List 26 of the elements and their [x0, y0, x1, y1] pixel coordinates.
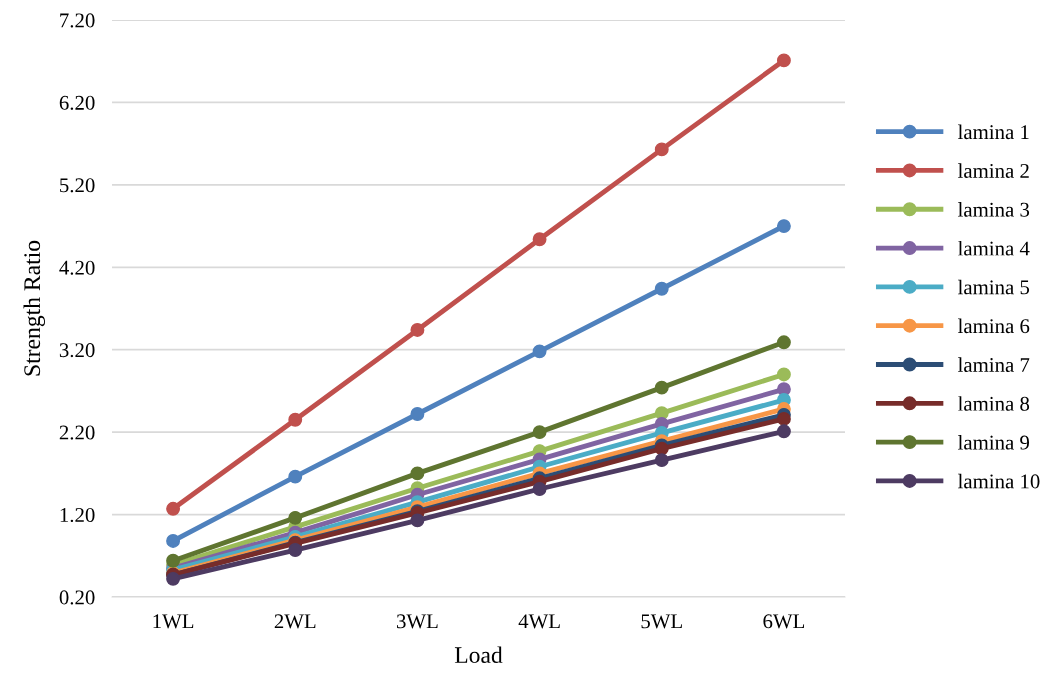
legend-label: lamina 8 — [957, 396, 1030, 411]
y-tick-label: 3.20 — [59, 343, 95, 358]
legend-label: lamina 4 — [957, 240, 1030, 256]
y-tick-label: 1.20 — [60, 507, 95, 523]
y-tick-label: 7.20 — [60, 13, 95, 28]
x-axis-title: Load — [454, 646, 503, 664]
y-axis-title: Strength Ratio — [23, 240, 45, 376]
legend-label: lamina 2 — [957, 163, 1029, 178]
x-tick-label: 3WL — [397, 614, 438, 629]
y-tick-label: 5.20 — [60, 178, 95, 193]
x-tick-label: 4WL — [518, 614, 560, 629]
y-tick-label: 6.20 — [59, 95, 95, 110]
legend-label: lamina 6 — [957, 318, 1030, 334]
x-tick-label: 5WL — [641, 614, 682, 629]
legend-label: lamina 9 — [957, 434, 1030, 450]
x-tick-label: 6WL — [763, 614, 805, 629]
y-tick-label: 4.20 — [59, 260, 95, 275]
y-tick-label: 2.20 — [59, 425, 95, 440]
legend-label: lamina 5 — [957, 279, 1030, 295]
legend-label: lamina 7 — [957, 357, 1030, 372]
y-tick-label: 0.20 — [59, 590, 95, 605]
legend-label: lamina 10 — [957, 473, 1040, 489]
legend-label: lamina 1 — [957, 124, 1029, 140]
x-tick-label: 2WL — [274, 614, 316, 629]
legend-label: lamina 3 — [957, 202, 1030, 217]
x-tick-label: 1WL — [153, 614, 194, 629]
